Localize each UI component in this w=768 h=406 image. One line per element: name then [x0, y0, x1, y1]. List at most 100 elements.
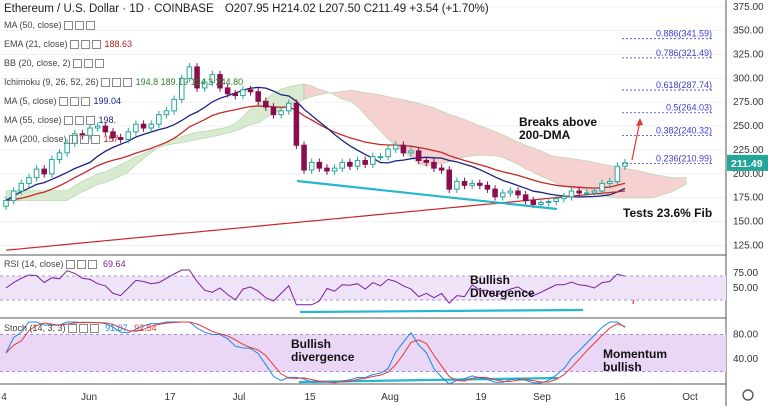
indicator-settings-icon[interactable] [83, 59, 93, 69]
annotation-momentum: Momentum bullish [603, 347, 667, 374]
indicator-settings-icon[interactable] [100, 78, 110, 88]
indicator-settings-icon[interactable] [69, 40, 79, 50]
indicator-settings-icon[interactable] [111, 78, 121, 88]
candle-body [499, 192, 506, 198]
price-tick-label: 200.00 [733, 169, 764, 180]
candle-body [133, 123, 139, 133]
stoch-k-value: 91.07 [105, 323, 128, 333]
indicator-2[interactable]: BB (20, close, 2) [4, 58, 104, 69]
indicator-settings-icon[interactable] [63, 21, 73, 31]
indicator-settings-icon[interactable] [91, 40, 101, 50]
indicator-settings-icon[interactable] [85, 116, 95, 126]
candle-body [530, 200, 537, 205]
indicator-settings-icon[interactable] [80, 40, 90, 50]
candle-body [110, 131, 116, 139]
candle-body [209, 74, 216, 83]
x-tick-label: 4 [1, 392, 7, 403]
indicator-settings-icon[interactable] [74, 116, 84, 126]
candle-body [270, 106, 277, 116]
candle-body [408, 150, 414, 154]
candle-body [515, 190, 521, 196]
candle-body [622, 162, 628, 167]
indicator-settings-icon[interactable] [85, 21, 95, 31]
candle-body [186, 66, 193, 79]
indicator-settings-icon[interactable] [122, 78, 132, 88]
rsi-tick-label: 75.00 [733, 268, 758, 279]
candle-body [278, 110, 284, 116]
candle-body [194, 66, 200, 89]
indicator-settings-icon[interactable] [63, 116, 73, 126]
candle-body [41, 168, 47, 175]
price-tick-label: 250.00 [733, 121, 764, 132]
candle-body [94, 125, 101, 129]
candle-body [545, 201, 552, 204]
indicator-value: 198. [98, 115, 117, 125]
candle-body [561, 196, 567, 200]
indicator-settings-icon[interactable] [69, 97, 79, 107]
indicator-value: 194.8 189.19 194.3 244.80 [135, 77, 244, 87]
indicator-6[interactable]: MA (200, close) 157 [4, 134, 119, 145]
last-price-label: 211.49 [731, 158, 763, 170]
candle-body [492, 188, 498, 198]
candle-body [217, 74, 223, 89]
candle-body [469, 182, 475, 186]
candle-body [568, 190, 575, 198]
indicator-settings-icon[interactable] [58, 97, 68, 107]
x-tick-label: Aug [381, 392, 399, 403]
candle-body [201, 81, 208, 89]
candle-body [354, 159, 361, 167]
candle-body [400, 144, 407, 154]
indicator-0[interactable]: MA (50, close) [4, 20, 95, 31]
indicator-settings-icon[interactable] [79, 135, 89, 145]
indicator-5[interactable]: MA (55, close) 198. [4, 115, 117, 126]
candle-body [156, 114, 162, 125]
fib-label: 0.886(341.59) [656, 29, 712, 39]
indicator-settings-icon[interactable] [68, 135, 78, 145]
stoch-d-line [5, 321, 626, 383]
fib-label: 0.5(264.03) [666, 103, 712, 113]
stoch-label[interactable]: Stoch (14, 3, 3) [4, 323, 66, 333]
candle-body [446, 169, 452, 190]
annotation-breaks: Breaks above 200-DMA [519, 115, 598, 142]
annotation-rsi-divergence: Bullish Divergence [470, 273, 535, 300]
price-tick-label: 150.00 [733, 217, 764, 228]
candle-body [431, 161, 437, 169]
indicator-settings-icon[interactable] [72, 59, 82, 69]
indicator-label: MA (55, close) [4, 115, 62, 125]
rsi-legend: RSI (14, close) 69.64 [4, 259, 126, 270]
candle-body [125, 131, 132, 140]
x-tick-label: 16 [614, 392, 626, 403]
rsi-tick-label: 50.00 [733, 283, 758, 294]
candle-body [591, 190, 598, 194]
indicator-3[interactable]: Ichimoku (9, 26, 52, 26) 194.8 189.19 194… [4, 77, 244, 88]
candle-body [293, 102, 300, 146]
indicator-settings-icon[interactable] [90, 135, 100, 145]
rsi-trendline [299, 308, 584, 314]
price-tick-label: 325.00 [733, 50, 764, 61]
indicator-settings-icon[interactable] [94, 59, 104, 69]
indicator-4[interactable]: MA (5, close) 199.04 [4, 96, 121, 107]
candle-body [26, 177, 32, 184]
indicator-label: MA (200, close) [4, 134, 67, 144]
rsi-label[interactable]: RSI (14, close) [4, 259, 64, 269]
symbol-title[interactable]: Ethereum / U.S. Dollar · 1D · COINBASE [4, 3, 214, 15]
candle-body [33, 168, 40, 179]
candle-body [255, 91, 261, 102]
candle-body [102, 125, 109, 133]
candle-body [324, 167, 330, 172]
candle-body [308, 161, 315, 171]
price-tick-label: 175.00 [733, 193, 764, 204]
indicator-settings-icon[interactable] [80, 97, 90, 107]
candle-body [347, 161, 353, 167]
candle-body [140, 123, 147, 129]
candle-body [64, 142, 70, 154]
x-tick-label: Jun [81, 392, 97, 403]
annotation-tests: Tests 23.6% Fib [623, 206, 713, 220]
stoch-panel [0, 321, 726, 385]
candle-body [415, 150, 422, 161]
indicator-1[interactable]: EMA (21, close) 188.63 [4, 39, 132, 50]
indicator-settings-icon[interactable] [74, 21, 84, 31]
x-tick-label: 15 [304, 392, 316, 403]
